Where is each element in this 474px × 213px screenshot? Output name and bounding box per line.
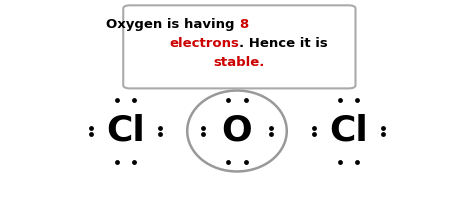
Text: stable.: stable.	[214, 56, 265, 69]
Text: Cl: Cl	[329, 114, 368, 148]
Text: electrons: electrons	[170, 37, 239, 50]
FancyBboxPatch shape	[123, 5, 356, 88]
Text: 8: 8	[239, 18, 249, 31]
Text: Oxygen is having: Oxygen is having	[106, 18, 239, 31]
Text: Cl: Cl	[106, 114, 145, 148]
Text: O: O	[222, 114, 252, 148]
Text: . Hence it is: . Hence it is	[239, 37, 328, 50]
